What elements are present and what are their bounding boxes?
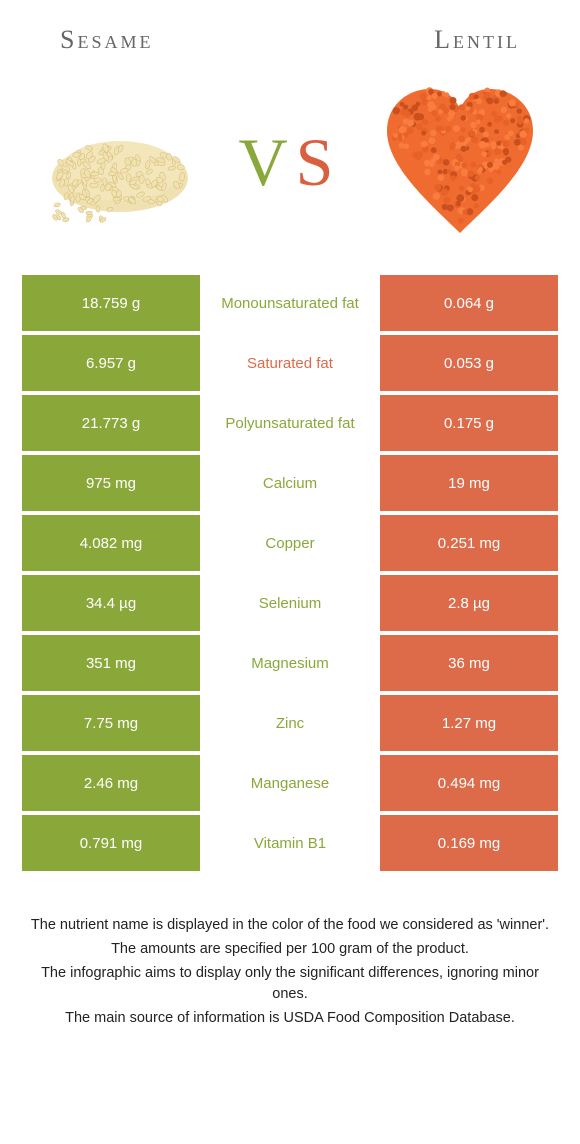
nutrient-table: 18.759 gMonounsaturated fat0.064 g6.957 … xyxy=(0,275,580,871)
nutrient-label: Magnesium xyxy=(200,635,380,691)
nutrient-label: Copper xyxy=(200,515,380,571)
left-value: 18.759 g xyxy=(22,275,200,331)
footer-line: The nutrient name is displayed in the co… xyxy=(30,915,550,937)
left-value: 351 mg xyxy=(22,635,200,691)
nutrient-label: Saturated fat xyxy=(200,335,380,391)
right-value: 0.053 g xyxy=(380,335,558,391)
left-value: 4.082 mg xyxy=(22,515,200,571)
footer-line: The main source of information is USDA F… xyxy=(30,1008,550,1030)
left-value: 0.791 mg xyxy=(22,815,200,871)
sesame-icon xyxy=(40,103,200,223)
left-value: 34.4 µg xyxy=(22,575,200,631)
nutrient-label: Selenium xyxy=(200,575,380,631)
left-food-title: Sesame xyxy=(60,25,153,55)
left-value: 7.75 mg xyxy=(22,695,200,751)
table-row: 351 mgMagnesium36 mg xyxy=(22,635,558,691)
lentil-icon xyxy=(375,83,545,243)
table-row: 34.4 µgSelenium2.8 µg xyxy=(22,575,558,631)
nutrient-label: Manganese xyxy=(200,755,380,811)
right-food-title: Lentil xyxy=(434,25,520,55)
lentil-image xyxy=(370,83,550,243)
left-value: 2.46 mg xyxy=(22,755,200,811)
right-value: 36 mg xyxy=(380,635,558,691)
right-value: 0.494 mg xyxy=(380,755,558,811)
header: Sesame Lentil xyxy=(0,0,580,65)
vs-s: S xyxy=(296,124,342,200)
right-value: 0.251 mg xyxy=(380,515,558,571)
images-row: VS xyxy=(0,65,580,275)
right-value: 19 mg xyxy=(380,455,558,511)
nutrient-label: Vitamin B1 xyxy=(200,815,380,871)
table-row: 4.082 mgCopper0.251 mg xyxy=(22,515,558,571)
table-row: 21.773 gPolyunsaturated fat0.175 g xyxy=(22,395,558,451)
nutrient-label: Monounsaturated fat xyxy=(200,275,380,331)
vs-label: VS xyxy=(239,123,342,202)
right-value: 0.169 mg xyxy=(380,815,558,871)
footer-line: The amounts are specified per 100 gram o… xyxy=(30,939,550,961)
right-value: 2.8 µg xyxy=(380,575,558,631)
table-row: 0.791 mgVitamin B10.169 mg xyxy=(22,815,558,871)
nutrient-label: Polyunsaturated fat xyxy=(200,395,380,451)
table-row: 975 mgCalcium19 mg xyxy=(22,455,558,511)
left-value: 975 mg xyxy=(22,455,200,511)
nutrient-label: Zinc xyxy=(200,695,380,751)
table-row: 18.759 gMonounsaturated fat0.064 g xyxy=(22,275,558,331)
sesame-image xyxy=(30,83,210,243)
table-row: 2.46 mgManganese0.494 mg xyxy=(22,755,558,811)
left-value: 6.957 g xyxy=(22,335,200,391)
right-value: 0.175 g xyxy=(380,395,558,451)
nutrient-label: Calcium xyxy=(200,455,380,511)
table-row: 6.957 gSaturated fat0.053 g xyxy=(22,335,558,391)
right-value: 1.27 mg xyxy=(380,695,558,751)
table-row: 7.75 mgZinc1.27 mg xyxy=(22,695,558,751)
right-value: 0.064 g xyxy=(380,275,558,331)
footer-line: The infographic aims to display only the… xyxy=(30,963,550,1007)
vs-v: V xyxy=(239,124,296,200)
footer-text: The nutrient name is displayed in the co… xyxy=(0,875,580,1030)
left-value: 21.773 g xyxy=(22,395,200,451)
